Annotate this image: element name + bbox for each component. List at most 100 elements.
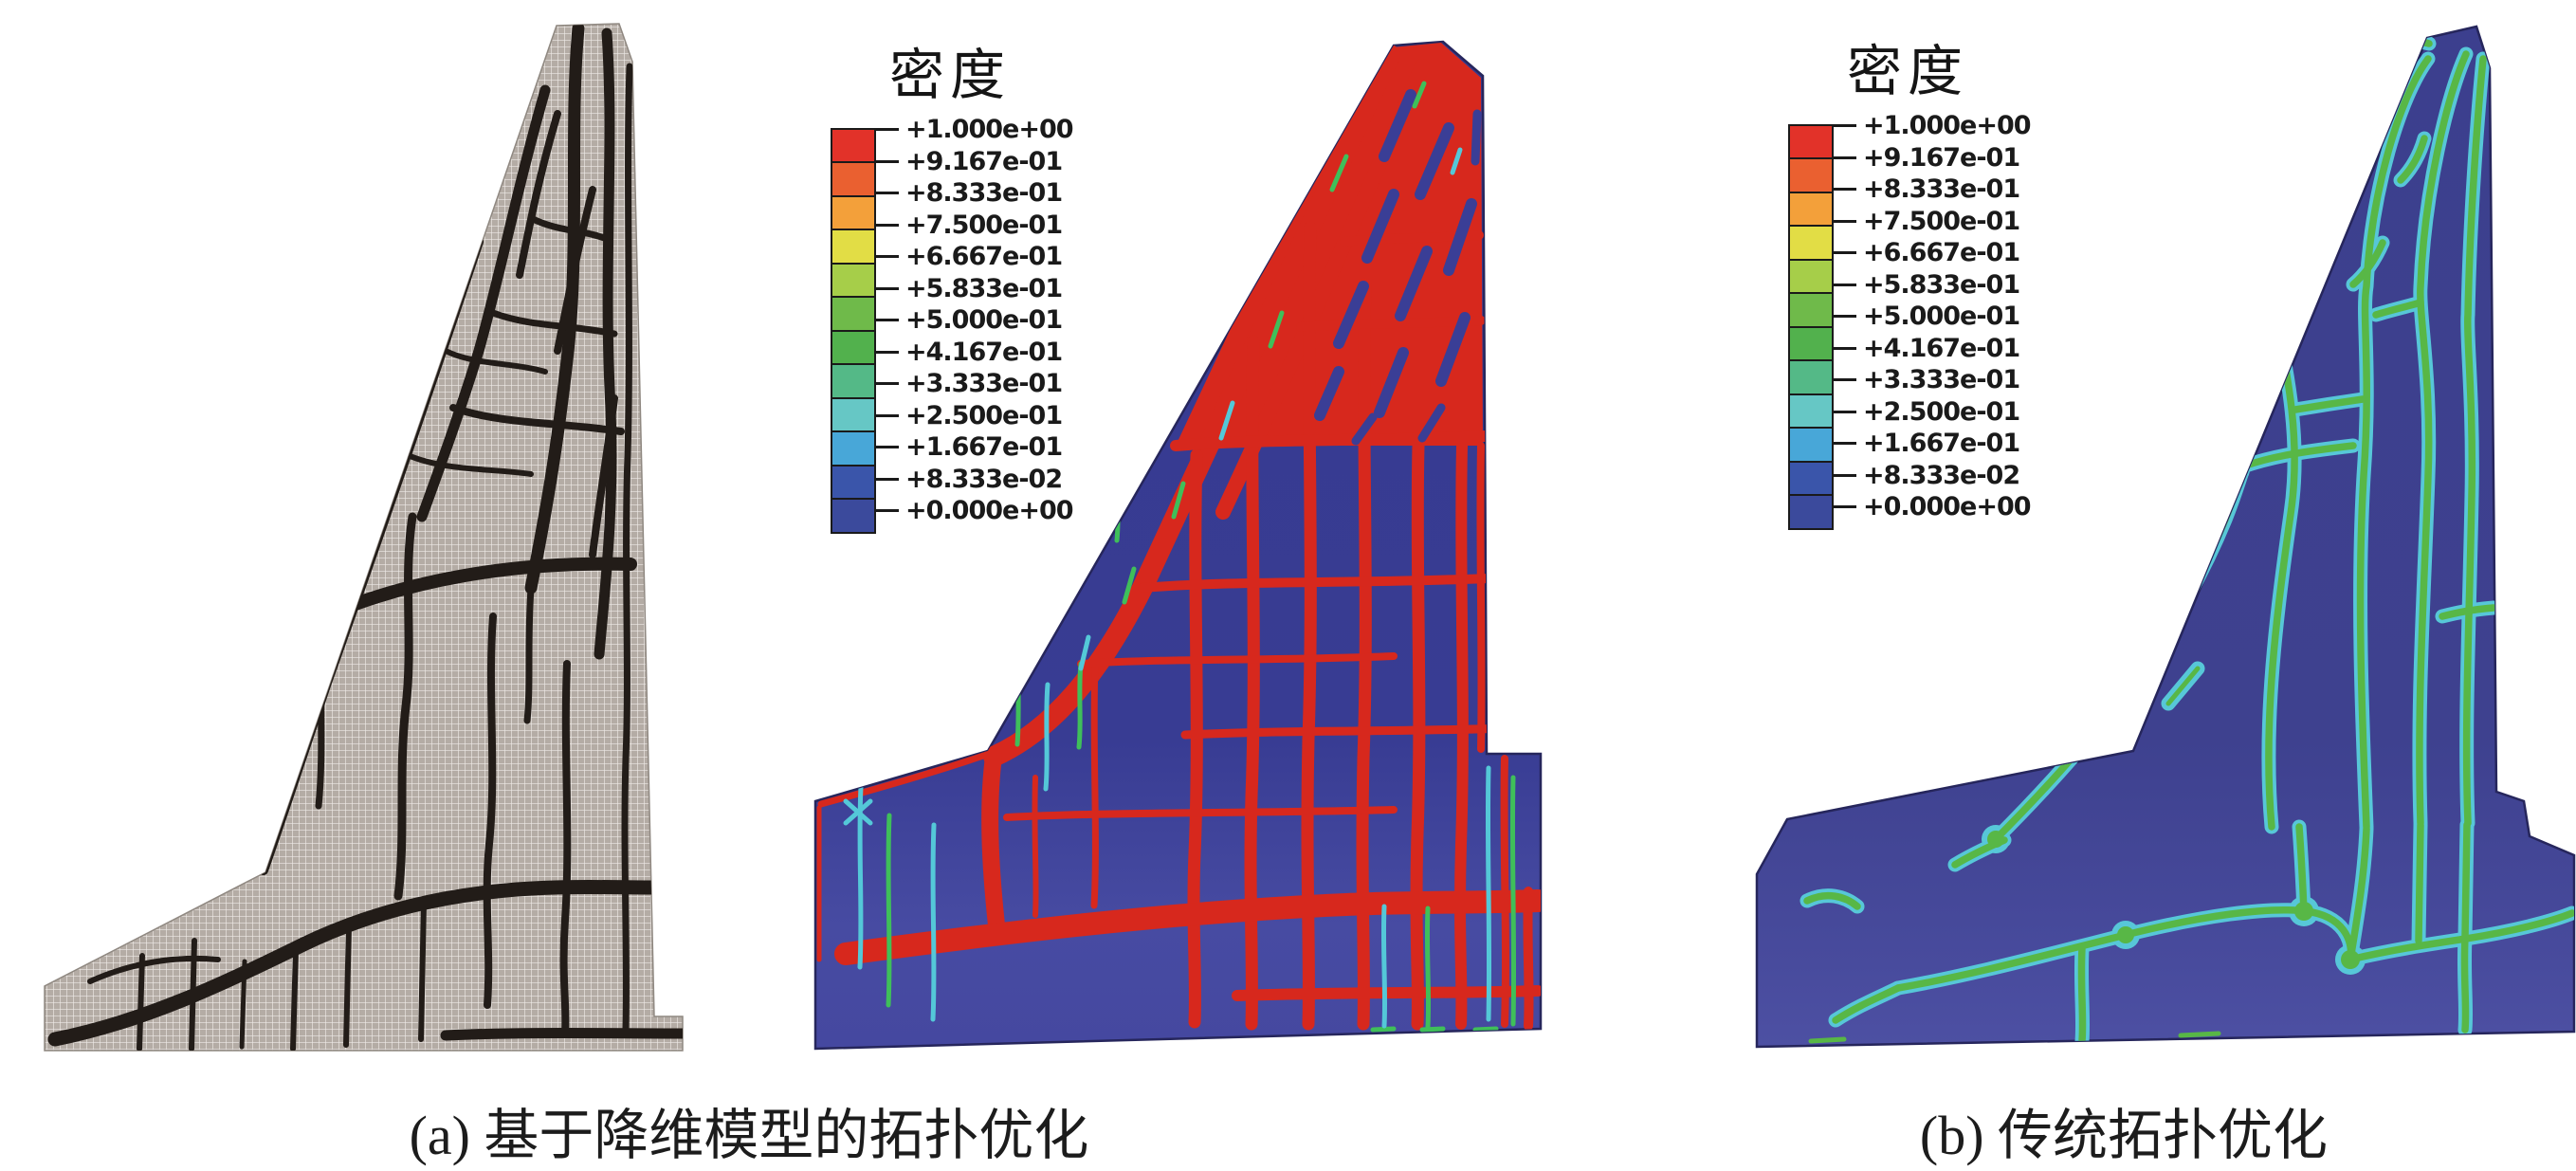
- legend-tick: [1834, 315, 1856, 319]
- legend-entry: +2.500e-01: [876, 400, 1063, 430]
- legend-value: +6.667e-01: [1863, 238, 2020, 268]
- legend-value: +5.833e-01: [905, 273, 1063, 303]
- density-legend-a: 密度 +1.000e+00 +9.167e-01 +8.333e-01 +7.500e…: [817, 45, 1074, 534]
- legend-colorbar: +1.000e+00 +9.167e-01 +8.333e-01 +7.500e-01…: [1775, 111, 2032, 530]
- legend-value: +7.500e-01: [1863, 206, 2020, 236]
- legend-entry: +5.000e-01: [1834, 302, 2020, 332]
- legend-color-box: [832, 129, 874, 162]
- legend-value: +1.000e+00: [905, 115, 1074, 145]
- legend-color-box: [1790, 393, 1832, 428]
- legend-entry: +8.333e-02: [876, 465, 1063, 494]
- legend-value: +5.000e-01: [1863, 302, 2020, 332]
- legend-value: +9.167e-01: [1863, 142, 2020, 173]
- legend-color-box: [832, 498, 874, 532]
- legend-tick: [1834, 346, 1856, 350]
- reduced-model-density-panel: [813, 40, 1543, 1051]
- legend-color-box: [832, 396, 874, 431]
- legend-tick: [1834, 124, 1856, 128]
- legend-color-box: [1790, 359, 1832, 393]
- legend-tick: [876, 255, 899, 259]
- legend-tick: [1834, 410, 1856, 413]
- legend-value: +6.667e-01: [905, 242, 1063, 272]
- legend-entry: +3.333e-01: [1834, 365, 2020, 395]
- legend-color-box: [832, 161, 874, 195]
- legend-value: +2.500e-01: [1863, 396, 2020, 427]
- legend-tick: [1834, 505, 1856, 509]
- legend-tick: [876, 446, 899, 449]
- legend-entry: +3.333e-01: [876, 369, 1063, 399]
- legend-entry: +9.167e-01: [1834, 142, 2020, 173]
- legend-entry: +4.167e-01: [876, 337, 1063, 367]
- legend-entry: +8.333e-02: [1834, 460, 2020, 490]
- legend-value: +5.833e-01: [1863, 269, 2020, 300]
- legend-entry: +5.000e-01: [876, 305, 1063, 336]
- legend-value-labels: +1.000e+00 +9.167e-01 +8.333e-01 +7.500e-01…: [1834, 111, 2071, 521]
- legend-entry: +8.333e-01: [1834, 174, 2020, 204]
- legend-colorbar: +1.000e+00 +9.167e-01 +8.333e-01 +7.500e-01…: [817, 115, 1074, 534]
- legend-tick: [876, 223, 899, 227]
- legend-tick: [876, 350, 899, 354]
- legend-value: +4.167e-01: [905, 337, 1063, 367]
- legend-entry: +1.000e+00: [1834, 111, 2032, 141]
- legend-value: +1.000e+00: [1863, 111, 2032, 141]
- legend-tick: [876, 413, 899, 417]
- legend-tick: [1834, 219, 1856, 223]
- legend-entry: +7.500e-01: [1834, 206, 2020, 236]
- density-red-structure: [816, 43, 1541, 1033]
- legend-title: 密度: [889, 45, 1012, 106]
- legend-color-box: [832, 430, 874, 465]
- legend-entry: +4.167e-01: [1834, 333, 2020, 363]
- legend-entry: +5.833e-01: [876, 273, 1063, 303]
- legend-entry: +8.333e-01: [876, 178, 1063, 208]
- legend-entry: +1.667e-01: [1834, 429, 2020, 458]
- legend-entry: +7.500e-01: [876, 210, 1063, 240]
- legend-tick: [876, 159, 899, 163]
- legend-tick: [876, 509, 899, 513]
- legend-color-box: [1790, 157, 1832, 192]
- legend-entry: +9.167e-01: [876, 147, 1063, 176]
- caption-a: (a) 基于降维模型的拓扑优化: [409, 1105, 1089, 1166]
- legend-color-box: [832, 329, 874, 364]
- legend-entry: +0.000e+00: [876, 496, 1074, 526]
- legend-color-box: [832, 296, 874, 330]
- legend-value: +3.333e-01: [1863, 365, 2020, 395]
- legend-entry: +2.500e-01: [1834, 396, 2020, 427]
- legend-tick: [876, 382, 899, 386]
- legend-color-box: [832, 464, 874, 499]
- legend-value: +4.167e-01: [1863, 333, 2020, 363]
- legend-value: +2.500e-01: [905, 400, 1063, 430]
- legend-color-box: [1790, 325, 1832, 360]
- legend-color-box: [1790, 292, 1832, 326]
- legend-value: +5.000e-01: [905, 305, 1063, 336]
- legend-entry: +0.000e+00: [1834, 492, 2032, 522]
- legend-color-boxes: [1788, 123, 1834, 530]
- legend-entry: +1.667e-01: [876, 432, 1063, 463]
- mesh-topology-panel: [44, 23, 684, 1052]
- legend-entry: +6.667e-01: [876, 242, 1063, 272]
- legend-value: +8.333e-02: [1863, 460, 2020, 490]
- legend-entry: +5.833e-01: [1834, 269, 2020, 300]
- legend-color-box: [1790, 258, 1832, 293]
- legend-tick: [876, 477, 899, 481]
- legend-tick: [1834, 378, 1856, 382]
- legend-value: +0.000e+00: [905, 496, 1074, 526]
- legend-color-box: [1790, 494, 1832, 528]
- legend-color-box: [1790, 225, 1832, 259]
- legend-tick: [1834, 473, 1856, 477]
- legend-value: +0.000e+00: [1863, 492, 2032, 522]
- legend-entry: +1.000e+00: [876, 115, 1074, 145]
- legend-tick: [1834, 156, 1856, 159]
- legend-tick: [1834, 283, 1856, 286]
- density-legend-b: 密度 +1.000e+00 +9.167e-01 +8.333e-01 +7.500e…: [1775, 41, 2032, 530]
- legend-color-box: [1790, 460, 1832, 495]
- legend-color-box: [1790, 427, 1832, 461]
- legend-color-box: [1790, 191, 1832, 226]
- caption-b: (b) 传统拓扑优化: [1919, 1105, 2329, 1166]
- legend-value: +3.333e-01: [905, 369, 1063, 399]
- legend-tick: [1834, 251, 1856, 255]
- legend-color-box: [1790, 125, 1832, 158]
- legend-value: +1.667e-01: [905, 432, 1063, 463]
- legend-color-box: [832, 229, 874, 263]
